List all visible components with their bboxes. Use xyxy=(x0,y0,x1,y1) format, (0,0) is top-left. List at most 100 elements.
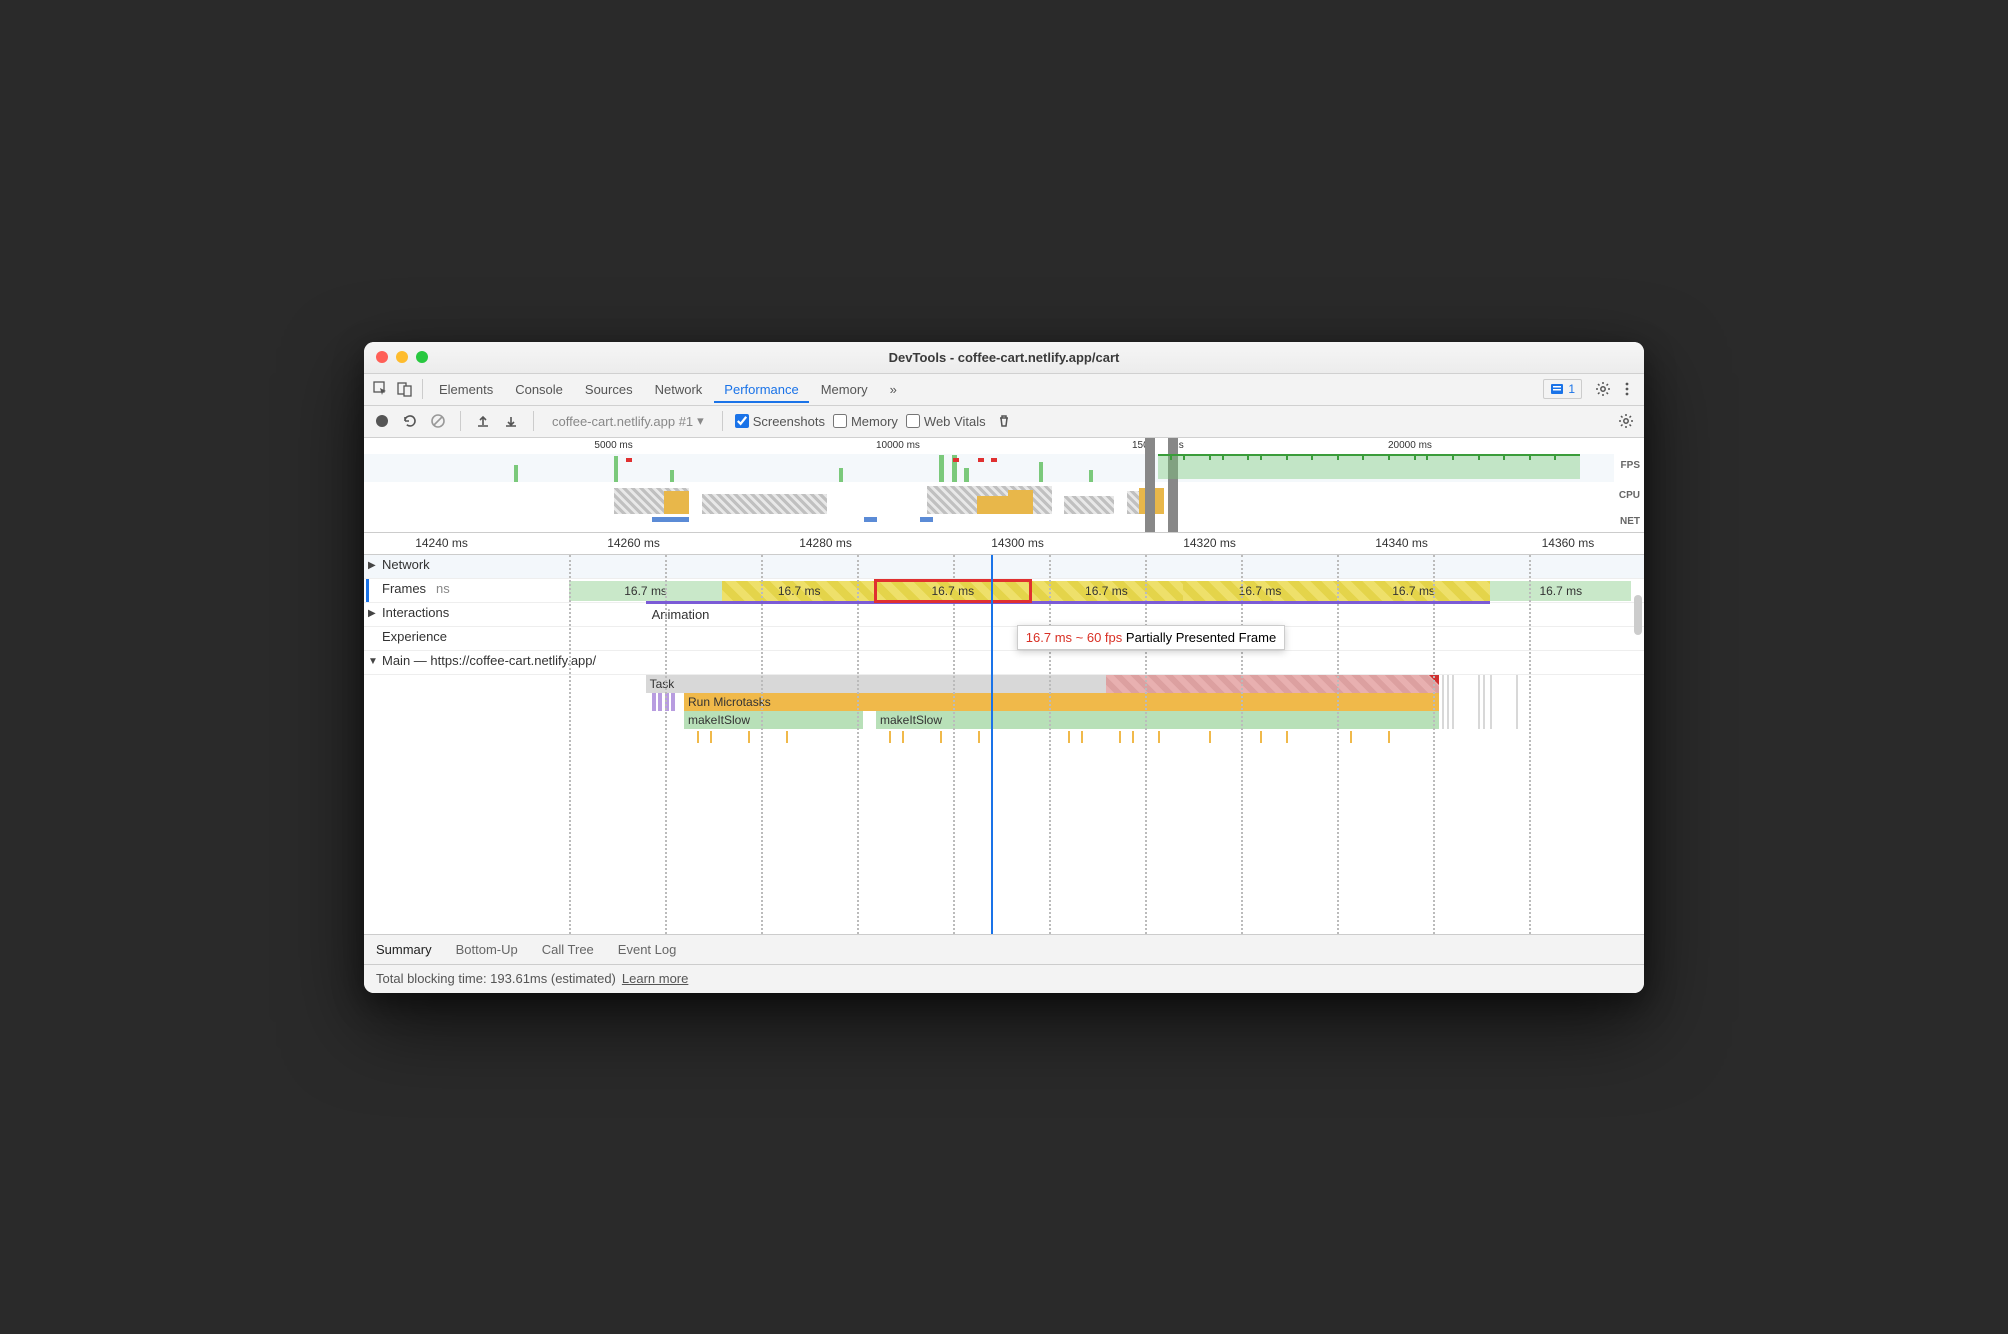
inspect-icon[interactable] xyxy=(370,378,392,400)
flame-slice[interactable] xyxy=(1478,675,1480,729)
long-frame-mark xyxy=(953,458,959,462)
upload-icon[interactable] xyxy=(473,411,493,431)
more-tabs-icon[interactable]: » xyxy=(880,376,907,403)
flame-slice[interactable] xyxy=(1442,675,1444,729)
animation-bar[interactable]: Animation xyxy=(646,605,1491,625)
scrollbar-thumb[interactable] xyxy=(1634,595,1642,635)
record-button[interactable] xyxy=(372,411,392,431)
disclosure-icon[interactable]: ▼ xyxy=(368,656,378,667)
flame-tick[interactable] xyxy=(1286,731,1288,743)
kebab-icon[interactable] xyxy=(1616,378,1638,400)
frame-block[interactable]: 16.7 ms xyxy=(722,581,876,601)
capture-settings-icon[interactable] xyxy=(1616,411,1636,431)
flame-slice[interactable] xyxy=(671,693,675,711)
flame-tick[interactable] xyxy=(889,731,891,743)
long-frame-mark xyxy=(626,458,632,462)
frames-track[interactable]: Frames ns 16.7 ms16.7 ms16.7 ms16.7 ms16… xyxy=(364,579,1644,603)
flamechart-pane[interactable]: ▶ Network Frames ns 16.7 ms16.7 ms16.7 m… xyxy=(364,555,1644,935)
flame-slice[interactable] xyxy=(1447,675,1449,729)
memory-checkbox[interactable]: Memory xyxy=(833,414,898,429)
frame-block[interactable]: 16.7 ms xyxy=(876,581,1030,601)
flame-tick[interactable] xyxy=(1132,731,1134,743)
tab-call-tree[interactable]: Call Tree xyxy=(542,942,594,957)
learn-more-link[interactable]: Learn more xyxy=(622,971,688,986)
webvitals-checkbox[interactable]: Web Vitals xyxy=(906,414,986,429)
frame-boundary-line xyxy=(646,601,1491,604)
flame-tick[interactable] xyxy=(710,731,712,743)
trash-icon[interactable] xyxy=(994,411,1014,431)
tab-bottom-up[interactable]: Bottom-Up xyxy=(456,942,518,957)
flame-fn[interactable]: makeItSlow xyxy=(876,711,1055,729)
separator xyxy=(533,411,534,431)
flame-tick[interactable] xyxy=(786,731,788,743)
net-label: NET xyxy=(1620,516,1640,527)
flame-slice[interactable] xyxy=(652,693,656,711)
network-track[interactable]: ▶ Network xyxy=(364,555,1644,579)
net-request xyxy=(920,517,933,522)
flame-tick[interactable] xyxy=(1158,731,1160,743)
tab-summary[interactable]: Summary xyxy=(376,942,432,957)
flame-tick[interactable] xyxy=(1081,731,1083,743)
gridline xyxy=(953,555,955,934)
flame-tick[interactable] xyxy=(940,731,942,743)
settings-icon[interactable] xyxy=(1592,378,1614,400)
tab-memory[interactable]: Memory xyxy=(811,376,878,403)
disclosure-icon[interactable]: ▶ xyxy=(368,560,376,571)
flame-slice[interactable] xyxy=(658,693,662,711)
reload-button[interactable] xyxy=(400,411,420,431)
tab-network[interactable]: Network xyxy=(645,376,713,403)
interactions-track[interactable]: ▶ Interactions Animation xyxy=(364,603,1644,627)
range-handle-left[interactable] xyxy=(1145,438,1155,532)
flame-slice[interactable] xyxy=(1452,675,1454,729)
frame-block[interactable]: 16.7 ms xyxy=(1183,581,1337,601)
flame-tick[interactable] xyxy=(978,731,980,743)
flame-slice[interactable] xyxy=(1483,675,1485,729)
frame-block[interactable]: 16.7 ms xyxy=(1030,581,1184,601)
tab-sources[interactable]: Sources xyxy=(575,376,643,403)
flame-fn[interactable]: makeItSlow xyxy=(684,711,863,729)
detail-ruler[interactable]: 14240 ms14260 ms14280 ms14300 ms14320 ms… xyxy=(364,533,1644,555)
flame-task-long[interactable] xyxy=(1106,675,1439,693)
playhead[interactable] xyxy=(991,555,993,934)
frame-block[interactable]: 16.7 ms xyxy=(569,581,723,601)
flame-tick[interactable] xyxy=(1209,731,1211,743)
range-handle-right[interactable] xyxy=(1168,438,1178,532)
disclosure-icon[interactable]: ▶ xyxy=(368,608,376,619)
profile-selector[interactable]: coffee-cart.netlify.app #1 ▾ xyxy=(546,411,710,431)
gridline xyxy=(1337,555,1339,934)
overview-pane[interactable]: 5000 ms10000 ms150ms20000 ms FPS CPU NET xyxy=(364,438,1644,533)
flame-tick[interactable] xyxy=(1388,731,1390,743)
frame-block[interactable]: 16.7 ms xyxy=(1337,581,1491,601)
download-icon[interactable] xyxy=(501,411,521,431)
fps-bar xyxy=(839,468,843,482)
fps-bar xyxy=(939,455,944,482)
fps-label: FPS xyxy=(1621,460,1640,471)
blocking-time-text: Total blocking time: 193.61ms (estimated… xyxy=(376,971,616,986)
tab-performance[interactable]: Performance xyxy=(714,376,808,403)
flame-tick[interactable] xyxy=(1068,731,1070,743)
device-icon[interactable] xyxy=(394,378,416,400)
tab-event-log[interactable]: Event Log xyxy=(618,942,677,957)
flame-tick[interactable] xyxy=(1350,731,1352,743)
tab-elements[interactable]: Elements xyxy=(429,376,503,403)
flame-tick[interactable] xyxy=(748,731,750,743)
flame-tick[interactable] xyxy=(1119,731,1121,743)
flame-fn[interactable] xyxy=(1055,711,1439,729)
separator xyxy=(722,411,723,431)
flame-microtasks[interactable]: Run Microtasks xyxy=(684,693,1439,711)
flame-tick[interactable] xyxy=(1260,731,1262,743)
experience-track[interactable]: Experience xyxy=(364,627,1644,651)
issues-badge[interactable]: 1 xyxy=(1543,379,1582,399)
overview-tick: 5000 ms xyxy=(594,440,632,451)
flame-tick[interactable] xyxy=(697,731,699,743)
overview-tick: 20000 ms xyxy=(1388,440,1432,451)
main-flamechart[interactable]: TaskRun MicrotasksmakeItSlowmakeItSlow xyxy=(364,675,1644,935)
flame-slice[interactable] xyxy=(1516,675,1518,729)
tab-console[interactable]: Console xyxy=(505,376,573,403)
clear-button[interactable] xyxy=(428,411,448,431)
main-track-header[interactable]: ▼ Main — https://coffee-cart.netlify.app… xyxy=(364,651,1644,675)
flame-tick[interactable] xyxy=(902,731,904,743)
screenshots-checkbox[interactable]: Screenshots xyxy=(735,414,825,429)
frame-block[interactable]: 16.7 ms xyxy=(1490,581,1631,601)
flame-slice[interactable] xyxy=(1490,675,1492,729)
